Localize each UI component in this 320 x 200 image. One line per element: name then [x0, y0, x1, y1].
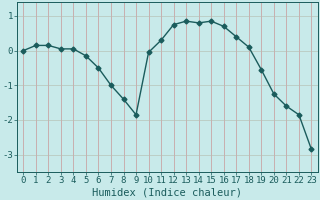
- X-axis label: Humidex (Indice chaleur): Humidex (Indice chaleur): [92, 188, 242, 198]
